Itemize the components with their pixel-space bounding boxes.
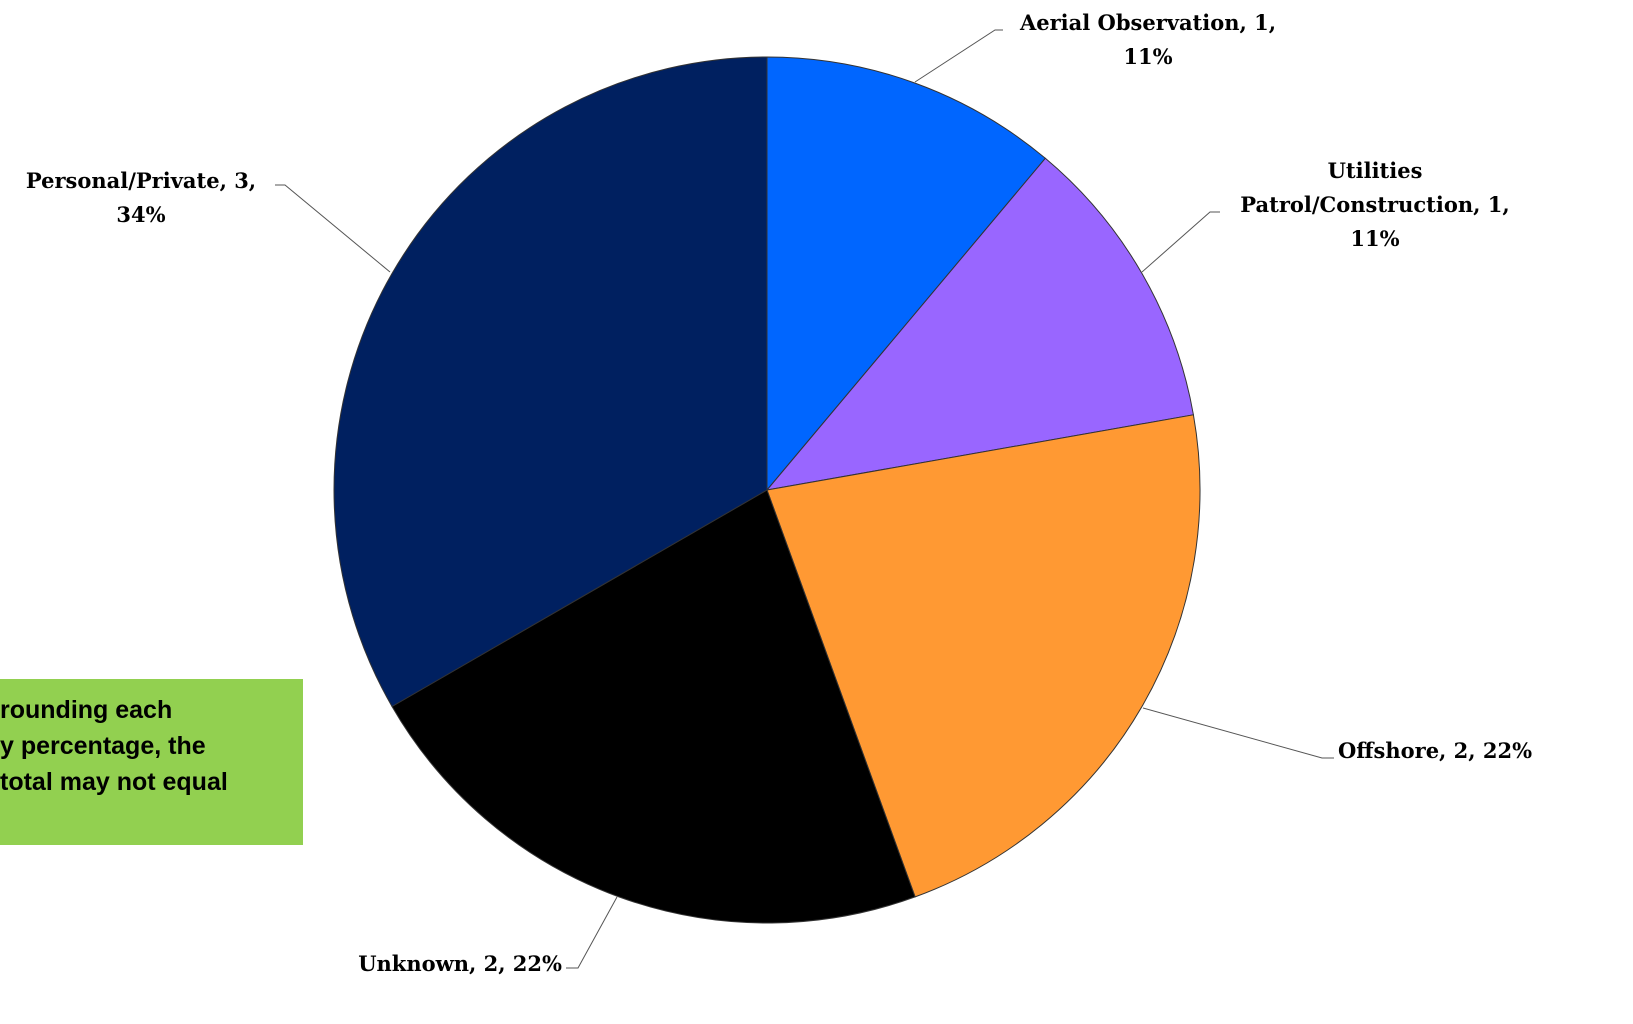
- data-label: Utilities Patrol/Construction, 1, 11%: [1240, 158, 1509, 251]
- leader-line: [1142, 707, 1334, 759]
- leader-line: [275, 184, 391, 273]
- data-label: Aerial Observation, 1, 11%: [1019, 10, 1276, 69]
- leader-line: [914, 29, 1003, 83]
- leader-line: [1141, 211, 1220, 273]
- pie-slice: [333, 56, 768, 708]
- data-label: Offshore, 2, 22%: [1338, 738, 1532, 763]
- pie-slice: [766, 414, 1201, 898]
- pie-slice: [765, 157, 1194, 491]
- data-label: Unknown, 2, 22%: [358, 951, 562, 976]
- pie-slice: [391, 489, 916, 924]
- pie-slice: [766, 56, 1047, 492]
- leader-line: [566, 896, 618, 969]
- data-label: Personal/Private, 3, 34%: [26, 168, 256, 227]
- note-box: [0, 679, 303, 845]
- note: rounding each y percentage, the total may …: [0, 696, 228, 796]
